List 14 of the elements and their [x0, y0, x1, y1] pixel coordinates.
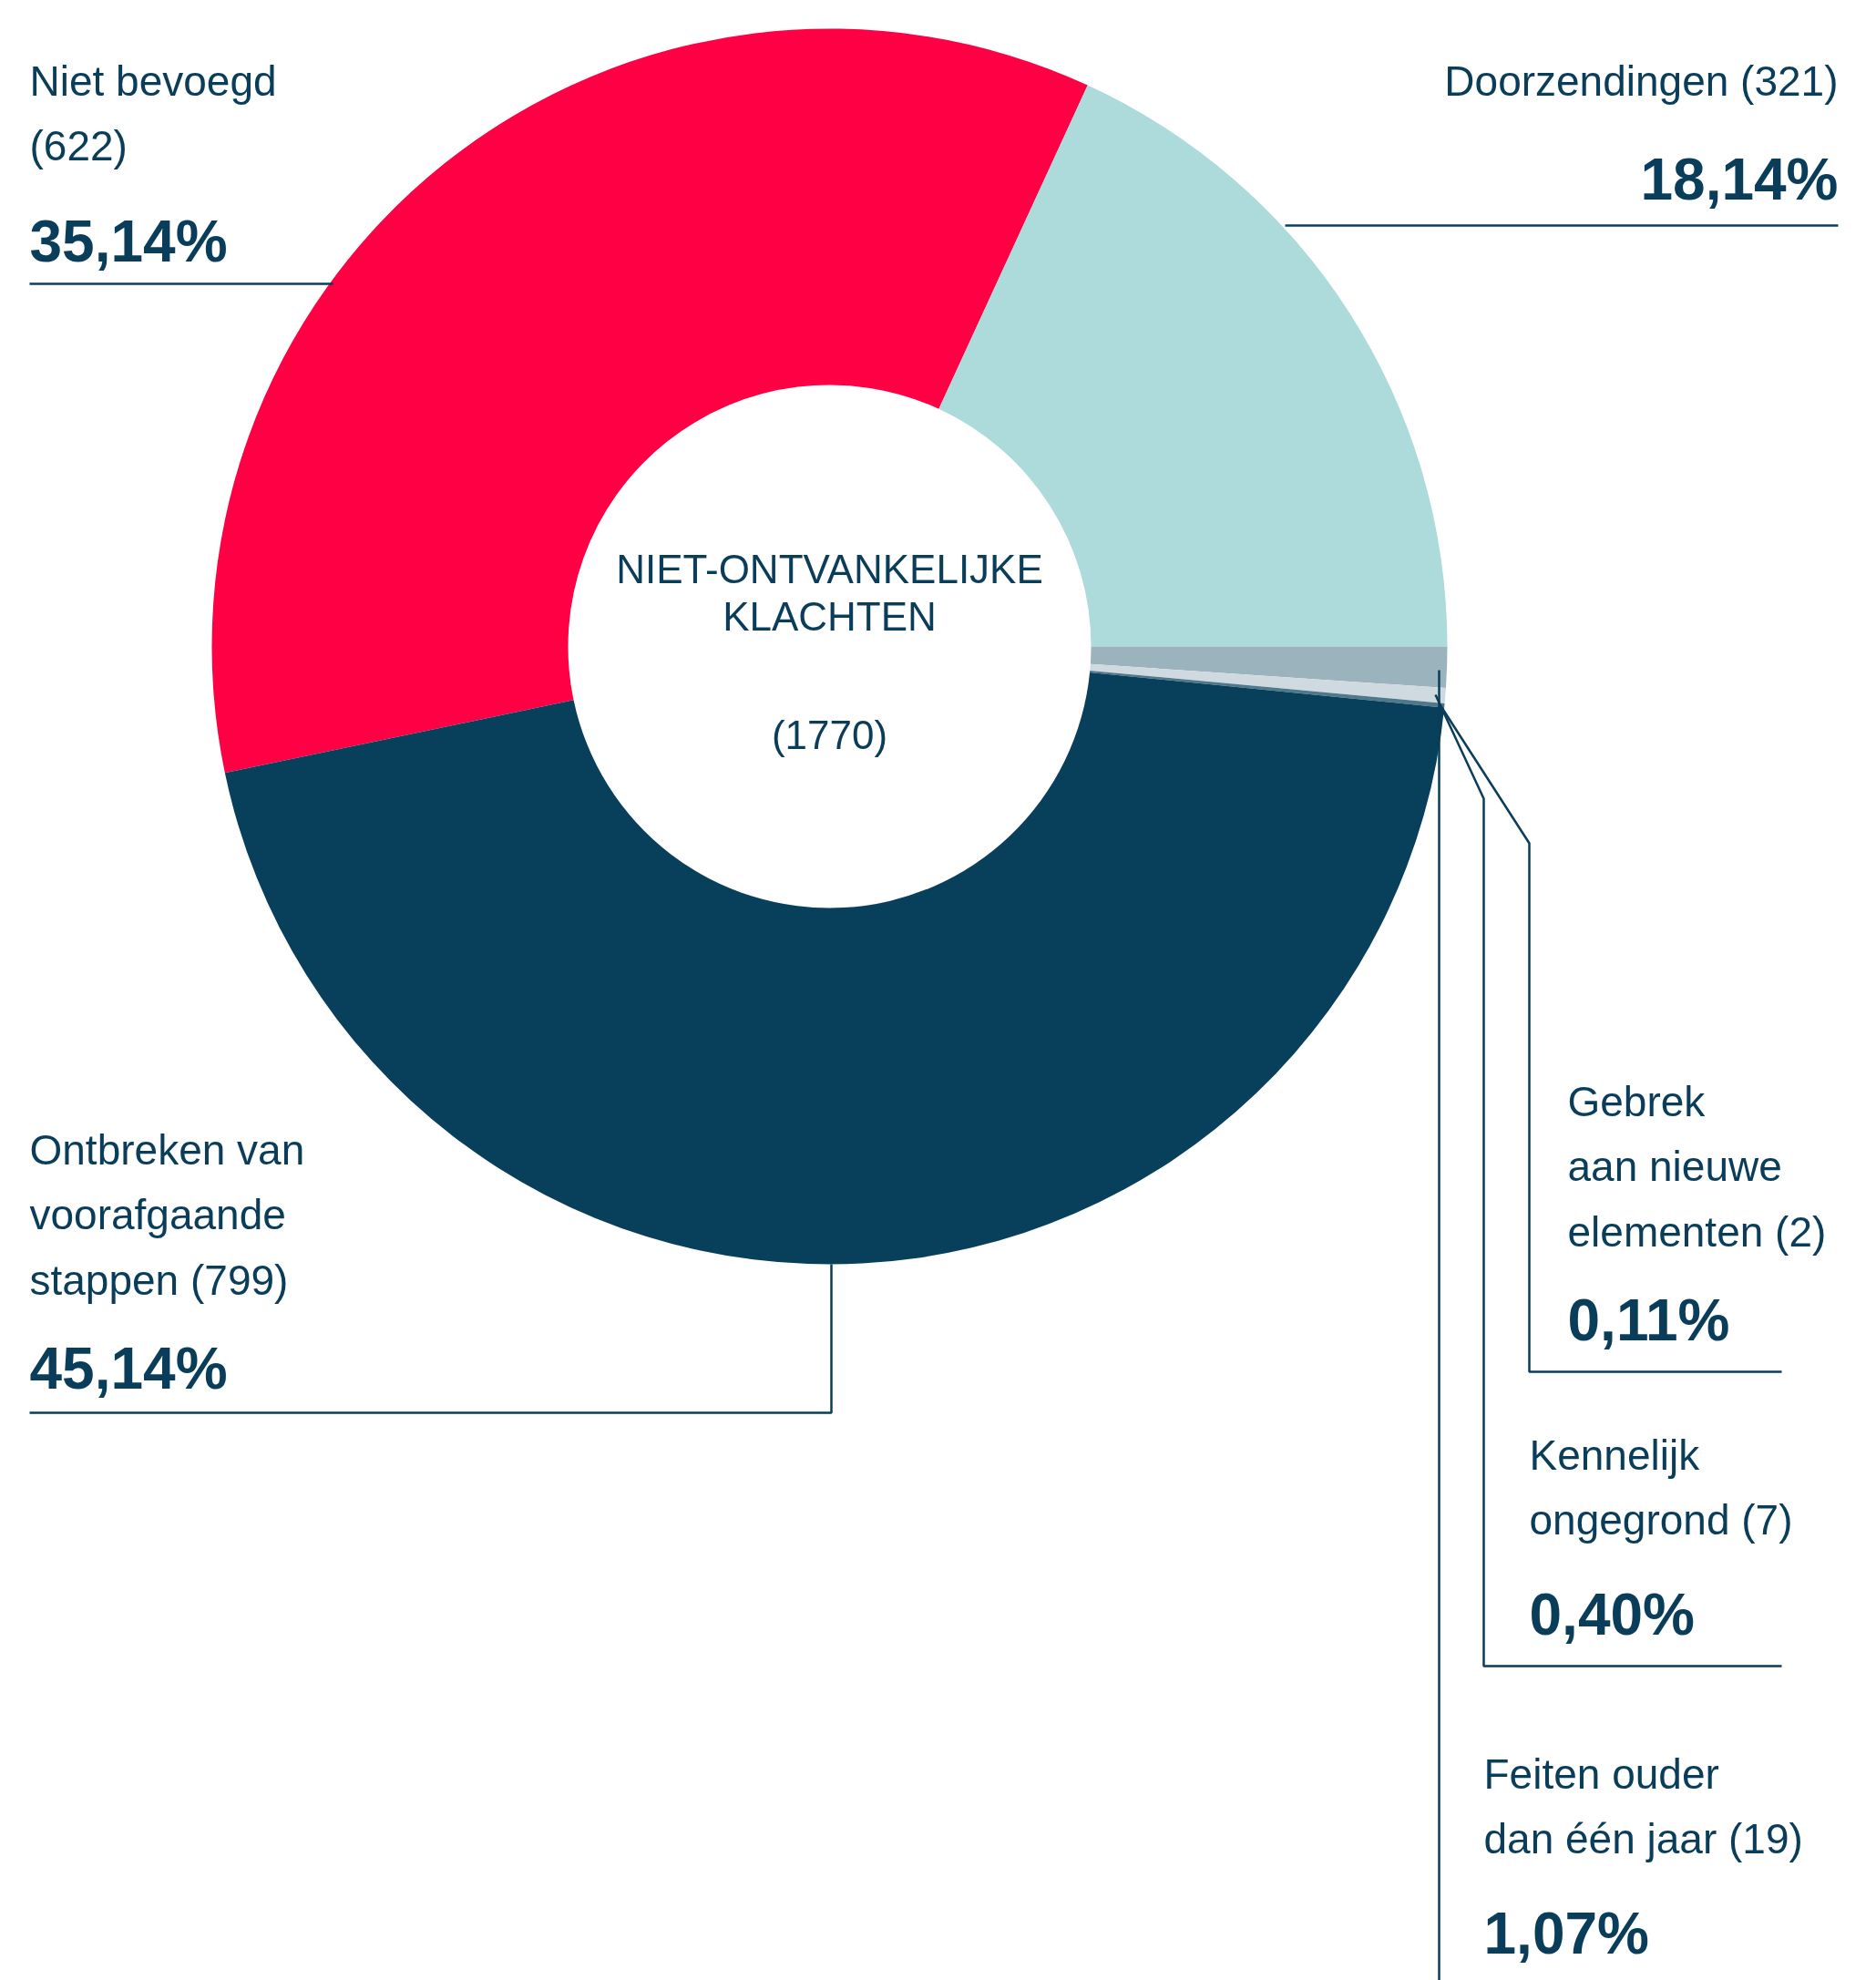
slice-label: Niet bevoegd (622): [29, 56, 277, 170]
slice-label: Ontbreken van voorafgaande stappen (799): [29, 1125, 305, 1305]
text: (1770): [771, 713, 888, 757]
slice-label: Gebrek aan nieuwe elementen (2): [1567, 1077, 1827, 1257]
data-label: 1,07%: [1483, 1900, 1649, 1966]
data-label: 0,11%: [1567, 1287, 1730, 1353]
data-label: 45,14%: [29, 1335, 228, 1401]
data-label: 35,14%: [29, 208, 228, 274]
data-label: 18,14%: [1640, 146, 1839, 212]
slice-label: Kennelijk ongegrond (7): [1529, 1431, 1793, 1544]
slice-label: Feiten ouder dan één jaar (19): [1483, 1749, 1803, 1863]
data-label: 0,40%: [1529, 1581, 1695, 1647]
slice-label: Doorzendingen (321): [1444, 56, 1839, 105]
text: NIET-ONTVANKELIJKE KLACHTEN: [616, 547, 1043, 639]
